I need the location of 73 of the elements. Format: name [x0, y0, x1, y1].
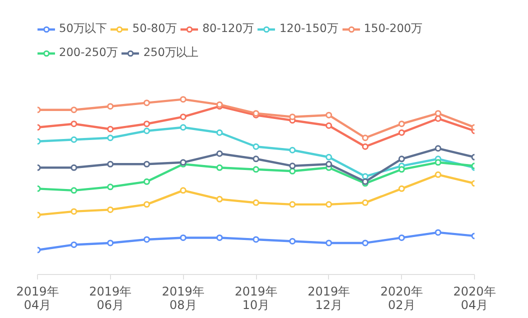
point: [398, 129, 405, 136]
point: [362, 173, 368, 180]
point: [70, 241, 78, 248]
legend-label: 80-120万: [202, 21, 254, 36]
point: [144, 128, 150, 134]
point: [362, 134, 368, 142]
point: [326, 201, 332, 208]
legend-label: 50万以下: [59, 21, 106, 36]
point: [144, 201, 150, 208]
point: [107, 126, 114, 132]
point: [107, 103, 114, 110]
point: [398, 166, 405, 173]
point: [398, 234, 405, 241]
point: [216, 164, 223, 171]
point: [144, 120, 150, 128]
point: [326, 160, 332, 168]
x-tick-label: 2020年 02月: [380, 284, 423, 312]
point: [70, 120, 78, 128]
point: [144, 160, 150, 168]
point: [398, 156, 405, 162]
point: [216, 150, 223, 157]
point: [70, 208, 78, 215]
point: [326, 154, 332, 160]
x-tick-label: 2019年 12月: [308, 284, 350, 312]
point: [398, 120, 405, 128]
point: [252, 166, 260, 173]
point: [362, 240, 368, 246]
point: [362, 143, 368, 150]
x-tick-label: 2019年 04月: [16, 284, 59, 312]
point: [180, 187, 186, 194]
point: [144, 100, 150, 106]
point: [289, 168, 296, 174]
point: [144, 236, 150, 243]
point: [180, 114, 186, 120]
point: [107, 240, 114, 246]
point: [70, 136, 78, 143]
x-tick-label: 2020年 04月: [453, 284, 496, 312]
point: [289, 238, 296, 244]
point: [216, 234, 223, 241]
point: [107, 134, 114, 142]
legend-label: 120-150万: [279, 21, 338, 36]
point: [180, 234, 186, 241]
point: [70, 187, 78, 194]
point: [180, 124, 186, 131]
point: [252, 143, 260, 150]
point: [252, 199, 260, 206]
legend-label: 250万以上: [143, 45, 198, 60]
point: [70, 106, 78, 114]
x-tick-label: 2019年 06月: [89, 284, 132, 312]
point: [289, 114, 296, 120]
point: [326, 122, 332, 129]
point: [216, 196, 223, 202]
x-tick-label: 2019年 10月: [234, 284, 278, 312]
point: [326, 240, 332, 246]
point: [144, 178, 150, 185]
legend-label: 200-250万: [59, 45, 118, 60]
legend-label: 150-200万: [364, 21, 422, 36]
point: [216, 129, 223, 136]
x-tick-label: 2019年 08月: [162, 284, 204, 312]
point: [398, 185, 405, 192]
point: [326, 112, 332, 118]
point: [289, 146, 296, 154]
legend-label: 50-80万: [132, 21, 176, 36]
point: [252, 236, 260, 243]
point: [252, 156, 260, 162]
point: [107, 184, 114, 190]
point: [289, 162, 296, 170]
point: [180, 96, 186, 103]
point: [107, 206, 114, 213]
point: [289, 201, 296, 208]
point: [107, 160, 114, 168]
point: [70, 164, 78, 171]
point: [362, 199, 368, 206]
